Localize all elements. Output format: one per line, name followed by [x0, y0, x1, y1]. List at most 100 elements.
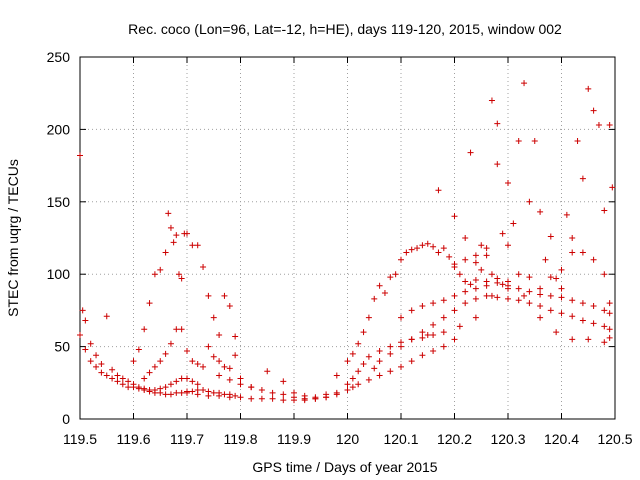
data-point-marker [419, 242, 426, 249]
data-point-marker [456, 323, 463, 330]
data-point-marker [157, 266, 164, 273]
data-point-marker [419, 334, 426, 341]
data-point-marker [505, 179, 511, 186]
data-point-marker [505, 278, 511, 285]
data-point-marker [355, 340, 362, 347]
data-point-marker [205, 292, 212, 299]
data-point-marker [569, 313, 576, 320]
x-tick-label: 119.7 [170, 431, 204, 447]
data-point-marker [178, 375, 185, 382]
data-point-marker [472, 259, 479, 266]
data-point-marker [569, 297, 576, 304]
data-point-marker [601, 323, 608, 330]
data-point-marker [355, 368, 362, 375]
data-point-marker [376, 347, 383, 354]
data-point-marker [606, 334, 613, 341]
x-tick-label: 119.8 [224, 431, 258, 447]
data-point-marker [440, 245, 447, 252]
data-point-marker [151, 271, 158, 278]
data-point-marker [488, 97, 495, 104]
data-point-marker [189, 358, 196, 365]
data-point-marker [248, 395, 255, 402]
data-point-marker [553, 329, 560, 336]
data-point-marker [531, 137, 538, 144]
data-point-marker [77, 332, 83, 339]
data-point-marker [424, 240, 431, 247]
data-point-marker [585, 336, 592, 343]
data-point-marker [194, 391, 201, 398]
data-point-marker [515, 285, 522, 292]
data-point-marker [606, 300, 613, 307]
data-point-marker [157, 358, 164, 365]
data-point-marker [141, 326, 148, 333]
data-point-marker [381, 290, 388, 297]
data-point-marker [178, 326, 185, 333]
data-point-marker [537, 314, 544, 321]
data-point-marker [451, 263, 458, 270]
data-point-marker [178, 275, 185, 282]
data-point-marker [77, 152, 83, 159]
data-point-marker [93, 352, 100, 359]
data-point-marker [210, 389, 217, 396]
data-point-marker [167, 391, 174, 398]
data-point-marker [355, 381, 362, 388]
data-point-marker [151, 387, 158, 394]
data-point-marker [558, 294, 565, 301]
data-point-marker [408, 246, 415, 253]
data-point-marker [162, 249, 169, 256]
data-point-marker [333, 372, 340, 379]
data-point-marker [264, 368, 271, 375]
data-point-marker [216, 372, 223, 379]
data-point-marker [451, 307, 458, 314]
data-point-marker [515, 271, 522, 278]
data-point-marker [547, 292, 554, 299]
data-point-marker [280, 397, 287, 404]
data-point-marker [344, 381, 351, 388]
data-point-marker [526, 300, 533, 307]
data-point-marker [488, 271, 495, 278]
data-point-marker [462, 256, 469, 263]
data-point-marker [494, 161, 501, 168]
data-point-marker [387, 274, 394, 281]
data-point-marker [216, 332, 223, 339]
data-point-marker [526, 274, 533, 281]
data-point-marker [87, 340, 94, 347]
data-point-marker [510, 220, 517, 227]
data-point-marker [280, 391, 287, 398]
data-point-marker [483, 282, 490, 289]
x-tick-label: 120.4 [544, 431, 579, 447]
data-point-marker [173, 389, 180, 396]
data-point-marker [590, 256, 597, 263]
data-point-marker [430, 321, 437, 328]
data-point-marker [569, 249, 576, 256]
data-point-marker [175, 271, 182, 278]
data-point-marker [472, 252, 479, 259]
data-point-marker [606, 326, 613, 333]
y-tick-label: 0 [62, 411, 70, 427]
data-point-marker [558, 266, 565, 273]
data-point-marker [451, 336, 458, 343]
data-point-marker [430, 347, 437, 354]
data-point-marker [162, 391, 169, 398]
data-point-marker [376, 372, 383, 379]
data-point-marker [125, 384, 132, 391]
data-point-marker [205, 343, 212, 350]
data-point-marker [462, 300, 469, 307]
data-point-marker [114, 372, 121, 379]
data-point-marker [483, 252, 490, 259]
data-point-marker [167, 340, 174, 347]
data-point-marker [165, 210, 172, 217]
data-point-marker [119, 381, 126, 388]
data-point-marker [344, 387, 351, 394]
data-point-marker [392, 271, 399, 278]
data-point-marker [515, 297, 522, 304]
data-point-marker [232, 333, 239, 340]
data-point-marker [579, 317, 586, 324]
data-point-marker [323, 391, 330, 398]
data-point-marker [408, 336, 415, 343]
data-point-marker [494, 120, 501, 127]
data-point-marker [360, 329, 367, 336]
data-point-marker [135, 385, 142, 392]
data-point-marker [210, 314, 217, 321]
data-point-marker [98, 360, 105, 367]
